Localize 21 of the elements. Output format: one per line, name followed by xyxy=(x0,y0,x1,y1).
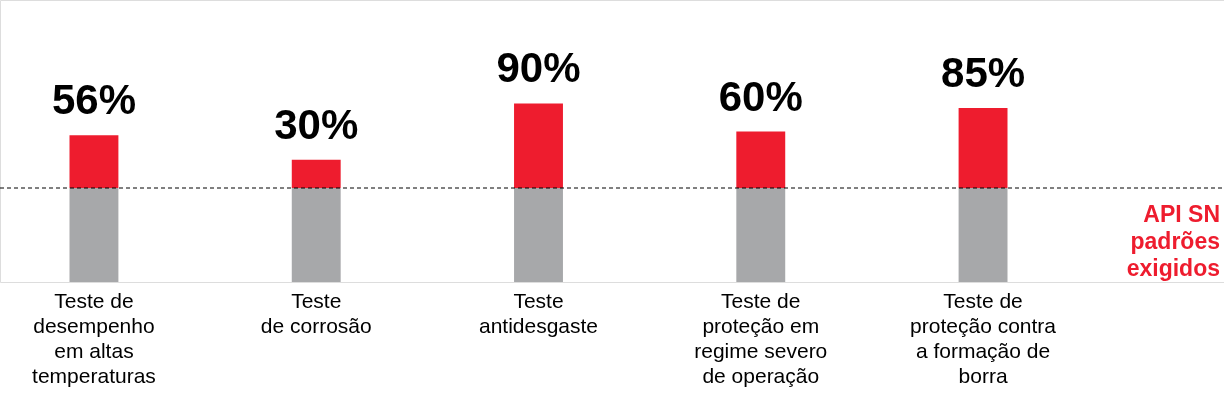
x-tick-label: Teste antidesgaste xyxy=(478,288,599,337)
bar xyxy=(291,159,341,188)
bar xyxy=(958,108,1008,188)
bar xyxy=(736,131,786,188)
bar xyxy=(514,103,563,188)
bar xyxy=(291,188,341,282)
data-label: 60% xyxy=(718,72,803,120)
x-tick-label: Teste de desempenho em altas temperaturas xyxy=(32,288,156,387)
x-tick-label: Teste de proteção em regime severo de operação xyxy=(694,288,828,387)
ref-line-label: API SN padrões exigidos xyxy=(1126,201,1220,281)
bar xyxy=(514,188,563,282)
bar xyxy=(958,188,1008,282)
data-label: 85% xyxy=(941,49,1026,97)
bar xyxy=(69,188,119,282)
data-label: 30% xyxy=(274,100,359,148)
bar xyxy=(69,135,119,188)
data-label: 90% xyxy=(496,44,581,92)
bar xyxy=(736,188,786,282)
x-tick-label: Teste de corrosão xyxy=(260,288,372,337)
x-tick-label: Teste de proteção contra a formação de borra xyxy=(910,288,1057,387)
data-label: 56% xyxy=(51,76,136,124)
